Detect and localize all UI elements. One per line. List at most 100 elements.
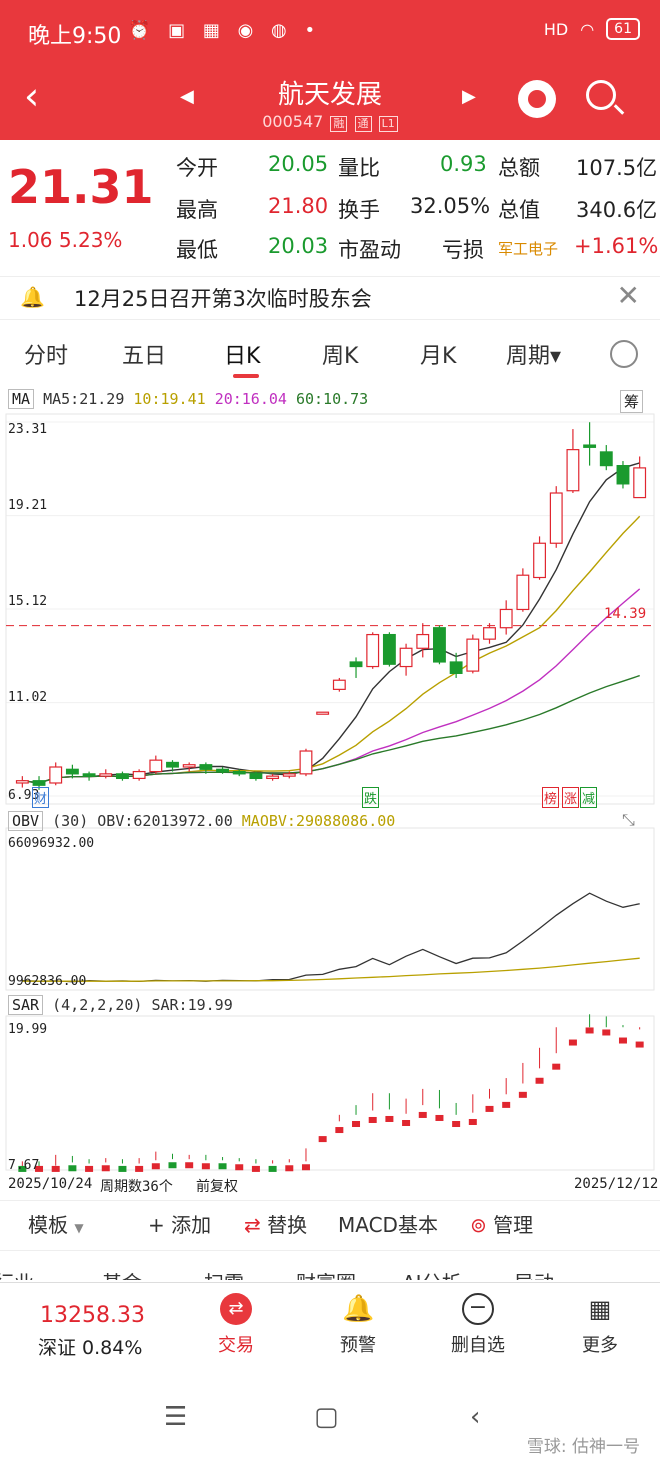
tag-level1: L1	[378, 116, 398, 132]
ma60-value: 60:10.73	[295, 390, 369, 408]
sar-dot	[535, 1077, 544, 1084]
volume-ratio-value: 0.93	[440, 152, 487, 176]
k-axis-l3: 11.02	[8, 690, 48, 705]
index-name[interactable]: 深证 0.84%	[38, 1333, 142, 1360]
sar-dot	[318, 1136, 327, 1143]
candle-body	[182, 764, 196, 768]
adjust-mode: 前复权	[196, 1179, 238, 1195]
peek-alert[interactable]: 异动	[514, 1267, 554, 1280]
candle-body	[366, 633, 380, 668]
manage-button[interactable]: ⊚ 管理	[470, 1209, 533, 1238]
expand-icon[interactable]: ⤡	[622, 810, 635, 829]
change-value: 1.06	[8, 228, 53, 252]
k-axis-bottom: 6.93	[8, 788, 40, 803]
back-arrow-icon[interactable]: ‹	[24, 74, 40, 118]
sar-dot	[635, 1041, 644, 1048]
tab-daily-k[interactable]: 日K	[224, 344, 261, 369]
close-icon[interactable]: ✕	[616, 279, 640, 312]
more-button[interactable]: ▦ 更多	[560, 1293, 640, 1357]
obv-toggle[interactable]: OBV	[8, 811, 44, 831]
sector-change[interactable]: +1.61%	[574, 234, 659, 258]
ma10-value: 10:19.41	[133, 390, 206, 408]
sar-dot	[151, 1163, 160, 1170]
marker-reduce[interactable]: 减	[580, 787, 598, 808]
low-label: 最低	[176, 238, 218, 262]
candle-body	[382, 633, 396, 665]
sar-dot	[235, 1164, 244, 1171]
mascot-icon[interactable]	[518, 80, 556, 118]
sar-dot	[268, 1165, 277, 1172]
chip-button[interactable]: 筹	[620, 390, 644, 413]
peek-risk[interactable]: 扫雷	[204, 1267, 244, 1280]
grid-icon: ▦	[588, 1295, 612, 1323]
peek-industry[interactable]: 行业	[0, 1267, 34, 1280]
sar-axis-top: 19.99	[8, 1022, 48, 1037]
remove-watchlist-button[interactable]: − 删自选	[438, 1293, 518, 1357]
back-icon[interactable]: ‹	[470, 1402, 481, 1432]
home-icon[interactable]: ▢	[314, 1402, 339, 1432]
sar-dot	[368, 1116, 377, 1123]
notice-bar[interactable]: 🔔 12月25日召开第3次临时股东会 ✕	[0, 276, 660, 320]
manage-label: 管理	[493, 1213, 534, 1237]
settings-icon[interactable]	[610, 340, 638, 368]
chart-area[interactable]: MA MA5:21.29 10:19.41 20:16.04 60:10.73 …	[0, 384, 660, 1195]
manage-icon: ⊚	[470, 1213, 487, 1237]
notice-text[interactable]: 12月25日召开第3次临时股东会	[74, 287, 372, 311]
replace-button[interactable]: ⇄ 替换	[244, 1209, 307, 1238]
indicator-toolbar: 模板 ▼ + 添加 ⇄ 替换 MACD基本 ⊚ 管理	[0, 1200, 660, 1246]
prev-stock-icon[interactable]: ◀	[180, 86, 194, 107]
candle-body	[49, 766, 63, 784]
ma-legend: MA MA5:21.29 10:19.41 20:16.04 60:10.73	[8, 389, 369, 409]
period-tabs: 分时 五日 日K 周K 月K 周期▾	[0, 328, 660, 384]
tab-monthly-k[interactable]: 月K	[420, 344, 457, 369]
header: 晚上9:50 ⏰ ▣ ▦ ◉ ◍ • HD ◠ 61 ‹ ◀ 航天发展 0005…	[0, 0, 660, 140]
peek-forum[interactable]: 财富圈	[296, 1267, 356, 1280]
peek-fund[interactable]: 基金	[102, 1267, 142, 1280]
sar-toggle[interactable]: SAR	[8, 995, 44, 1015]
active-tab-indicator	[233, 374, 259, 378]
trade-button[interactable]: ⇄ 交易	[196, 1293, 276, 1357]
menu-icon[interactable]: ☰	[164, 1402, 188, 1432]
maobv-value: MAOBV:29088086.00	[241, 812, 396, 830]
sar-dot	[201, 1163, 210, 1170]
candle-body	[633, 467, 647, 499]
template-button[interactable]: 模板 ▼	[28, 1209, 84, 1238]
sar-value: (4,2,2,20) SAR:19.99	[52, 996, 233, 1014]
marker-drop[interactable]: 跌	[362, 787, 380, 808]
sar-dot	[418, 1111, 427, 1118]
more-label: 更多	[582, 1335, 618, 1356]
volume-ratio-label: 量比	[338, 156, 380, 180]
sar-dot	[251, 1165, 260, 1172]
add-button[interactable]: + 添加	[148, 1209, 211, 1238]
macd-button[interactable]: MACD基本	[338, 1213, 438, 1237]
ma5-line	[22, 462, 640, 784]
marker-finance[interactable]: 财	[32, 787, 50, 808]
candle-body	[116, 773, 129, 780]
trade-icon: ⇄	[220, 1293, 252, 1325]
last-price: 21.31	[8, 160, 154, 214]
search-icon[interactable]	[586, 80, 616, 110]
next-stock-icon[interactable]: ▶	[462, 86, 476, 107]
tab-intraday[interactable]: 分时	[24, 344, 69, 369]
battery-icon: 61	[606, 18, 640, 40]
index-value[interactable]: 13258.33	[40, 1303, 145, 1328]
tab-weekly-k[interactable]: 周K	[322, 344, 359, 369]
marker-rise[interactable]: 涨	[562, 787, 580, 808]
price-change: 1.06 5.23%	[8, 228, 122, 252]
turnover-amount-label: 总额	[498, 156, 540, 180]
k-chart	[5, 413, 655, 1172]
turnover-amount-value: 107.5亿	[576, 156, 658, 180]
peek-ai[interactable]: AI分析	[402, 1267, 462, 1280]
replace-label: 替换	[267, 1213, 308, 1237]
tab-period-dropdown[interactable]: 周期▾	[506, 344, 562, 369]
marker-rank[interactable]: 榜	[542, 787, 560, 808]
add-label: + 添加	[148, 1213, 212, 1237]
candle-body	[483, 627, 496, 640]
minus-circle-icon: −	[462, 1293, 494, 1325]
alert-button[interactable]: 🔔 预警	[318, 1293, 398, 1357]
sector-name[interactable]: 军工电子	[498, 240, 559, 258]
sar-dot	[402, 1119, 411, 1126]
candle-body	[499, 608, 513, 629]
ma-toggle[interactable]: MA	[8, 389, 35, 409]
tab-five-day[interactable]: 五日	[122, 344, 167, 369]
